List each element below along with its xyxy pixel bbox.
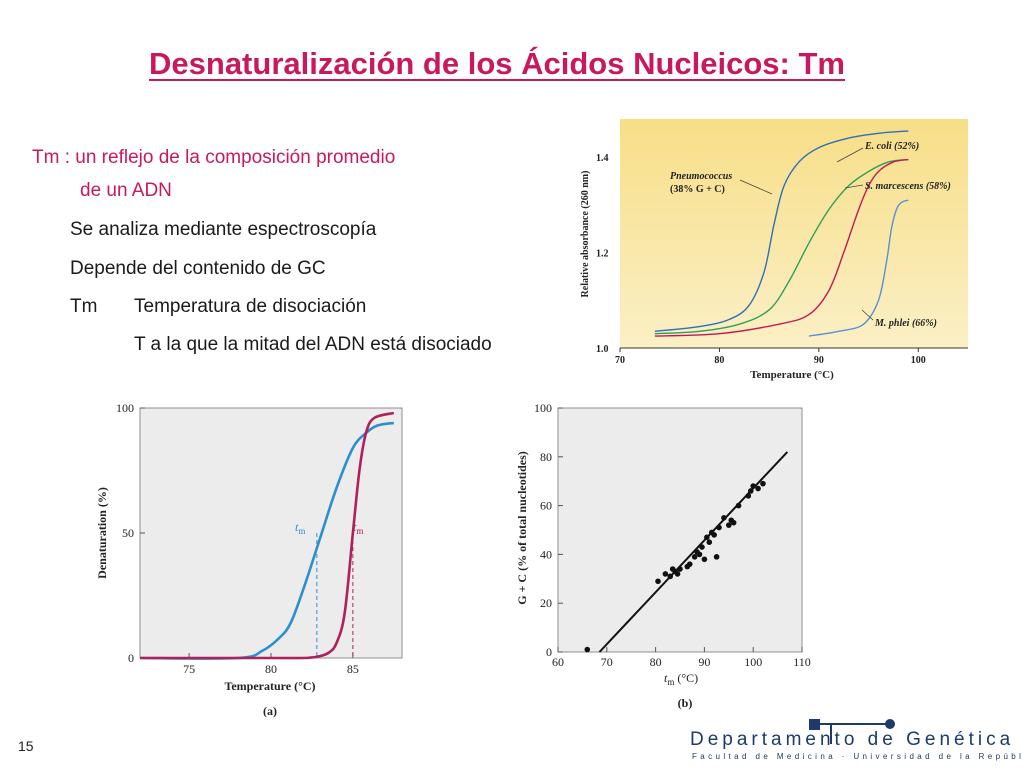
gc-scatter-point [747,488,754,494]
gc-xtick-label: 110 [793,655,811,669]
denaturation-chart: 75 80 85 0 50 100 Denaturation (%) Temperatur… [95,401,403,718]
gc-scatter-point [662,571,669,577]
gc-ytick-label: 80 [540,450,552,464]
gc-scatter-point [674,571,681,577]
gc-scatter-point [655,578,661,585]
svg-text:tm(°C): tm (°C) [664,671,698,687]
absorbance-series-line-2 [654,158,909,337]
annotation-pneumococcus: Pneumococcus [670,171,732,182]
gc-vs-tm-chart: 60 70 80 90 100 110 0 20 40 60 80 100 G + C (% of t… [515,401,811,710]
bullet-item-tm-term: Tm [70,296,98,317]
bullet-item-tm-definition: Temperatura de disociación [134,296,367,317]
gc-ytick-label: 20 [540,596,552,610]
gc-scatter-point [699,544,705,550]
tm-sub-red: m [356,526,363,536]
gc-ytick-label: 40 [540,547,552,561]
denaturation-series-line-1 [140,411,395,660]
gc-scatter-point [750,483,756,489]
gc-scatter-point [691,554,698,560]
gc-ylabel: G + C (% of total nucleotides) [515,451,529,605]
absorbance-chart: 70 80 90 100 1.0 1.2 1.4 Relative absorbance (… [580,119,968,381]
gc-xlabel-sub: m [667,677,674,687]
gc-scatter-point [713,554,720,560]
department-logo-mark [809,719,895,744]
gc-ytick-label: 60 [540,499,552,513]
gc-scatter-point [755,485,761,492]
gc-xlabel-unit: (°C) [677,671,698,685]
gc-scatter-point [677,566,683,572]
denaturation-caption: (a) [263,704,277,718]
denaturation-ytick-label: 100 [116,401,134,415]
slide-title: Desnaturalización de los Ácidos Nucleico… [149,46,845,81]
absorbance-ytick-label: 1.0 [596,344,609,355]
gc-xlabel: t [664,671,668,685]
absorbance-series-line-1 [654,158,909,335]
annotation-pneumococcus-gc: (38% G + C) [670,184,725,195]
gc-xtick-label: 70 [601,655,613,669]
gc-scatter-point [584,646,591,653]
svg-text:tm: tm [353,520,363,536]
slide-number: 15 [18,738,34,754]
gc-scatter-point [726,522,732,528]
gc-xtick-label: 60 [552,655,564,669]
absorbance-ytick-label: 1.4 [596,153,609,164]
bullet-main-line2: de un ADN [80,180,172,201]
gc-scatter-point [730,519,737,526]
gc-scatter-point [696,551,703,558]
faculty-name: Facultad de Medicina · Universidad de la… [692,752,1024,761]
gc-scatter-point [721,515,727,521]
gc-xtick-label: 80 [650,655,662,669]
bullet-item-tm-subdefinition: T a la que la mitad del ADN está disocia… [134,334,492,355]
gc-xtick-label: 90 [698,655,710,669]
gc-scatter-point [745,493,752,499]
gc-xtick-label: 100 [744,655,762,669]
gc-scatter-point [667,573,674,580]
tm-label-red: t [353,520,357,534]
tm-sub-blue: m [298,526,305,536]
bullet-item-spectroscopy: Se analiza mediante espectroscopía [70,219,377,240]
absorbance-xtick-label: 90 [814,355,824,366]
denaturation-ytick-label: 0 [128,651,134,665]
denaturation-plot-area [139,407,403,659]
absorbance-plot-area [620,119,968,348]
absorbance-series-line-3 [808,199,909,337]
absorbance-ylabel: Relative absorbance (260 nm) [580,171,591,298]
department-name: Departamento de Genética [690,729,1015,750]
annotation-mphlei: M. phlei (66%) [874,318,937,329]
tm-label-blue: t [295,520,299,534]
denaturation-xlabel: Temperature (°C) [224,679,315,693]
denaturation-xtick-label: 85 [347,662,359,676]
gc-fit-line [598,451,789,653]
bullet-main-line1: Tm : un reflejo de la composición promed… [32,147,396,168]
denaturation-ylabel: Denaturation (%) [95,487,109,579]
bullet-item-gc: Depende del contenido de GC [70,258,326,279]
gc-ytick-label: 0 [546,645,552,659]
gc-caption: (b) [678,696,693,710]
gc-plot-area [557,407,803,653]
denaturation-xtick-label: 80 [265,662,277,676]
gc-scatter-point [706,539,713,545]
absorbance-xtick-label: 80 [714,355,724,366]
gc-scatter-point [716,524,722,531]
gc-scatter-point [686,561,693,567]
gc-scatter-point [711,532,717,538]
svg-text:tm: tm [295,520,305,536]
absorbance-series-line-0 [654,130,909,332]
annotation-ecoli: E. coli (52%) [864,141,919,152]
gc-scatter-point [701,556,708,563]
denaturation-ytick-label: 50 [122,526,134,540]
denaturation-xtick-label: 75 [183,662,195,676]
absorbance-ytick-label: 1.2 [596,249,609,260]
absorbance-xtick-label: 100 [911,355,926,366]
annotation-smarcescens: S. marcescens (58%) [865,181,951,192]
gc-ytick-label: 100 [534,401,552,415]
absorbance-xtick-label: 70 [615,355,625,366]
gc-scatter-point [735,502,742,509]
gc-scatter-point [704,534,710,541]
gc-scatter-point [760,480,766,487]
absorbance-xlabel: Temperature (°C) [750,369,834,381]
